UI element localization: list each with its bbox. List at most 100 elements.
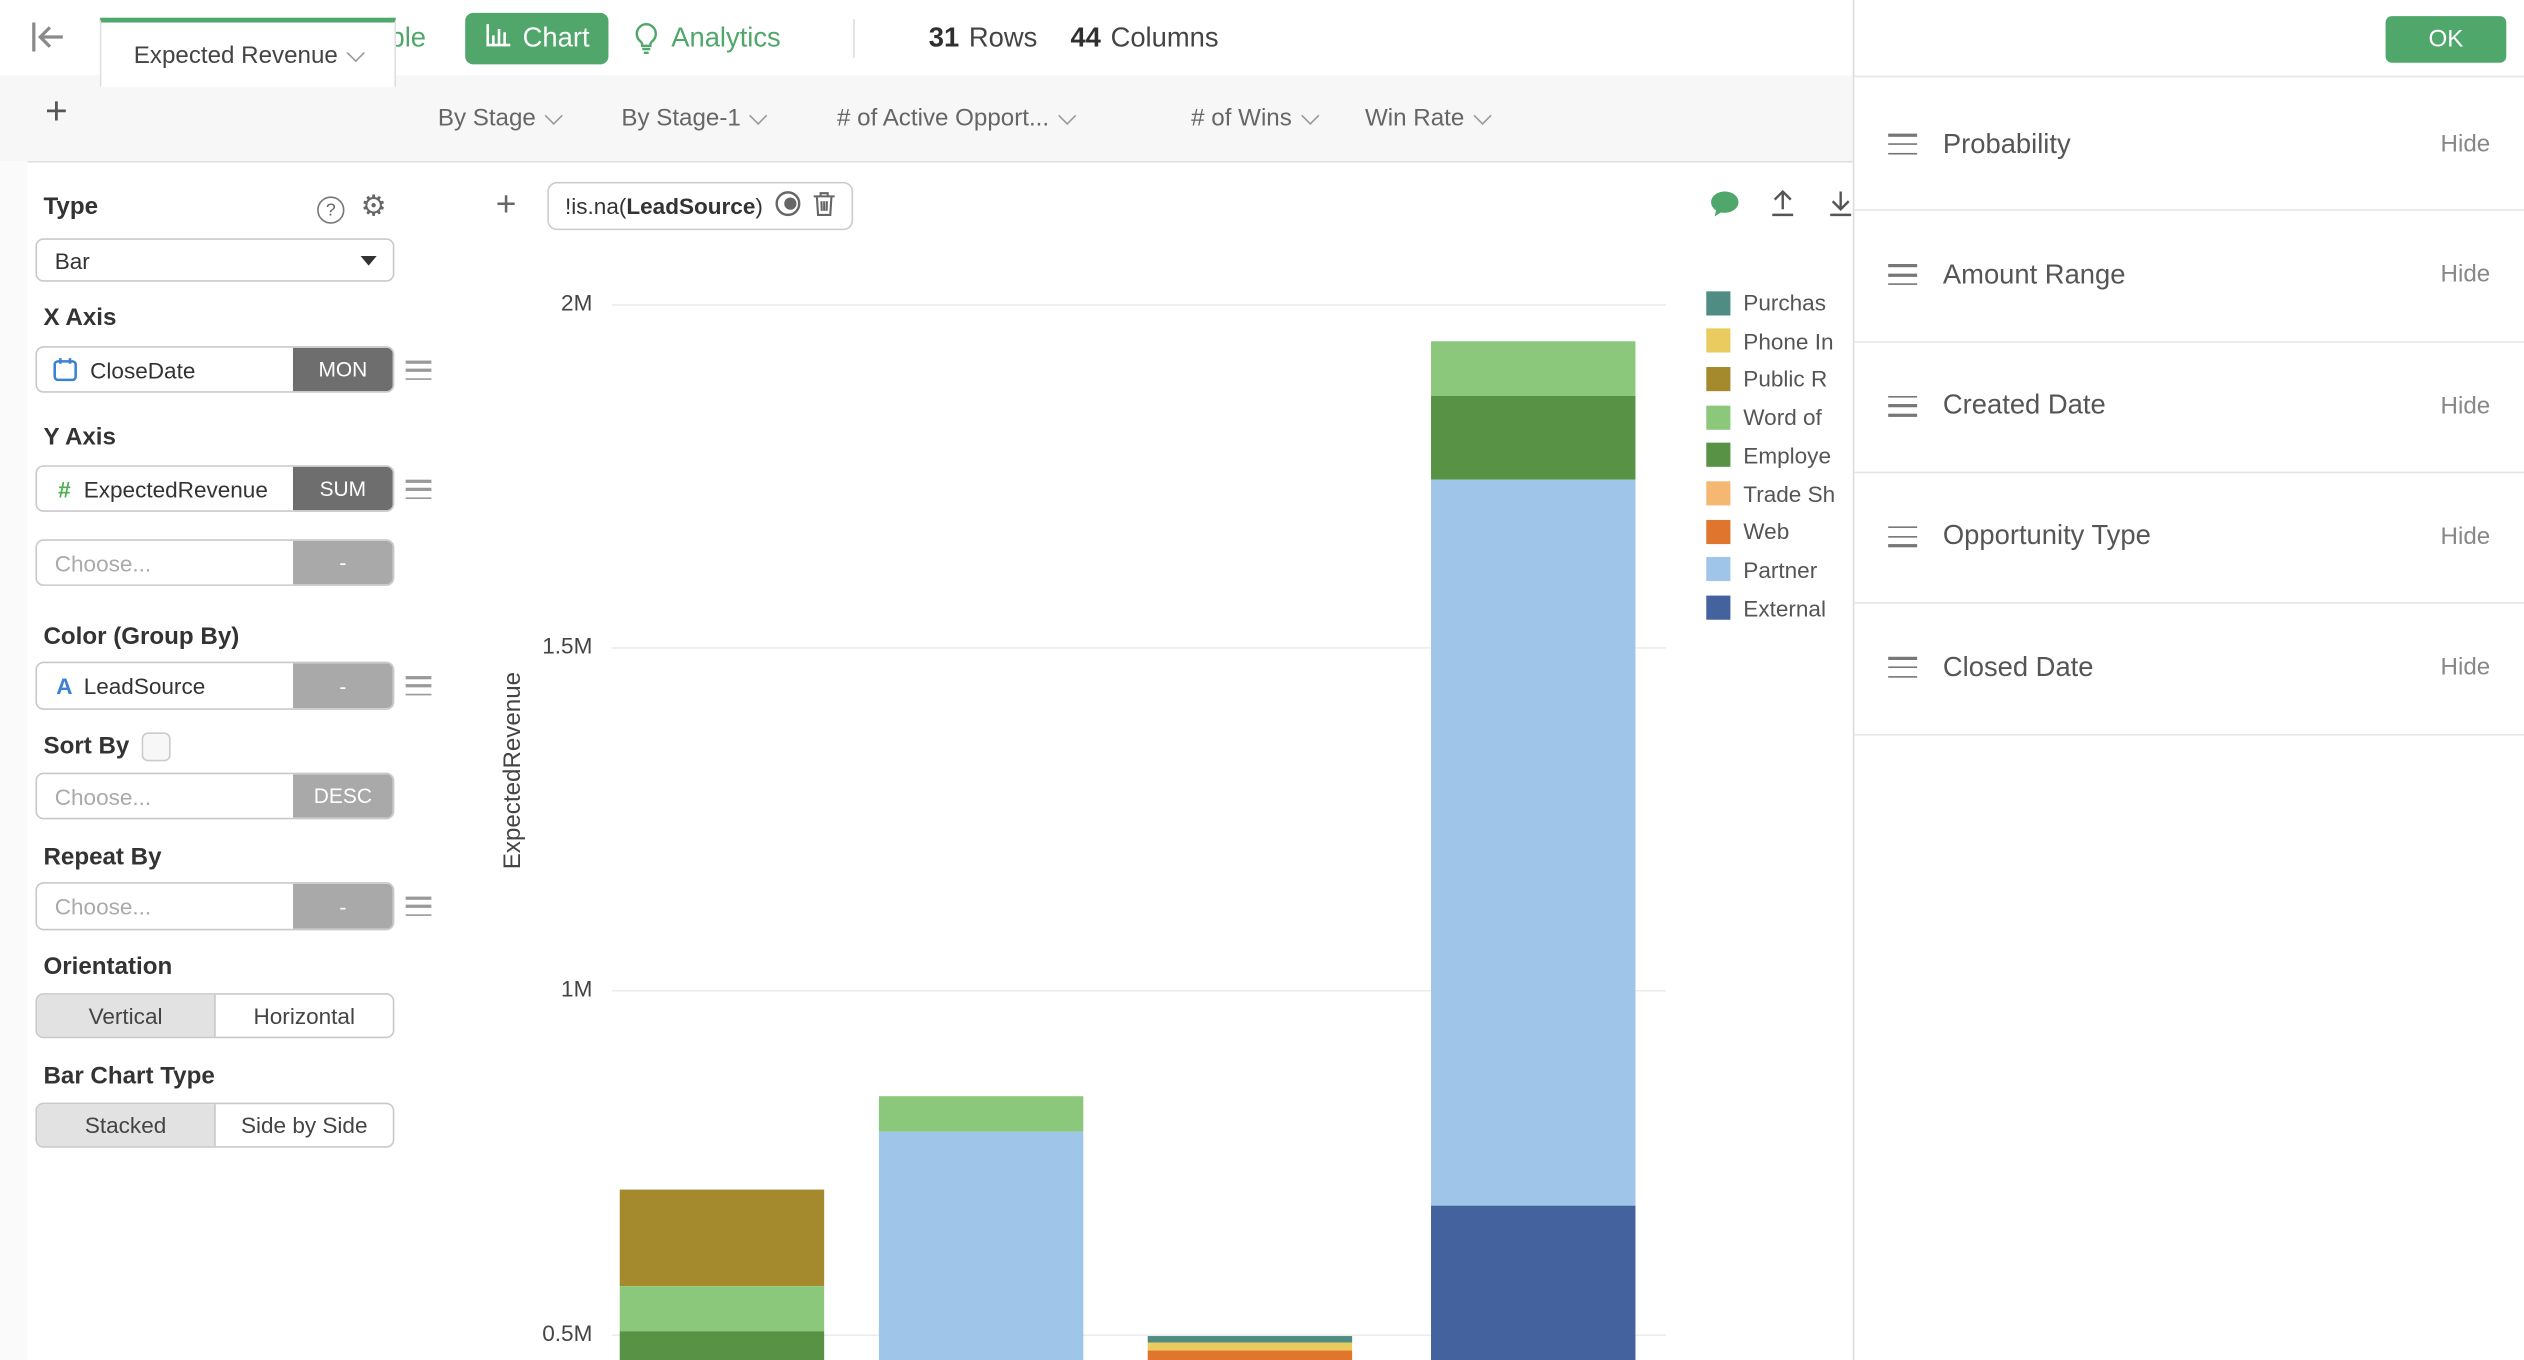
legend-label: Partner: [1743, 557, 1854, 583]
orientation-vertical-option[interactable]: Vertical: [37, 995, 216, 1037]
legend-item[interactable]: Phone In: [1706, 328, 1854, 354]
hide-button[interactable]: Hide: [2441, 261, 2491, 288]
chevron-down-icon: [1473, 107, 1491, 125]
legend-item[interactable]: Purchas: [1706, 290, 1854, 316]
back-button[interactable]: [31, 21, 66, 61]
drag-handle-icon[interactable]: [1888, 264, 1917, 285]
ok-button[interactable]: OK: [2386, 16, 2507, 63]
legend-label: Employe: [1743, 442, 1854, 468]
columns-panel: OK ProbabilityHideAmount RangeHideCreate…: [1853, 0, 2524, 1360]
legend-swatch: [1706, 329, 1730, 353]
legend-item[interactable]: Word of: [1706, 404, 1854, 430]
legend-item[interactable]: Employe: [1706, 442, 1854, 468]
legend-item[interactable]: Web: [1706, 519, 1854, 545]
bar-chart-type-heading: Bar Chart Type: [43, 1062, 214, 1089]
y-axis-title: ExpectedRevenue: [499, 672, 526, 869]
gridline: [612, 304, 1666, 306]
color-aggregation-badge[interactable]: -: [293, 663, 393, 708]
x-axis-field[interactable]: CloseDate MON: [35, 346, 394, 393]
y-axis-drag-handle-icon[interactable]: [406, 480, 432, 499]
y-axis-secondary-aggregation-badge[interactable]: -: [293, 541, 393, 584]
analytics-label: Analytics: [671, 22, 781, 54]
row-count-label: Rows: [969, 22, 1037, 54]
panel-divider: [1854, 733, 2524, 735]
repeat-by-field[interactable]: Choose... -: [35, 882, 394, 930]
bar-segment-purchas: [1148, 1336, 1352, 1342]
legend-swatch: [1706, 405, 1730, 429]
legend-label: Purchas: [1743, 290, 1854, 316]
legend-swatch: [1706, 367, 1730, 391]
bar-segment-phone-in: [1148, 1342, 1352, 1350]
panel-row-opportunity-type[interactable]: Opportunity TypeHide: [1854, 471, 2524, 601]
y-axis-aggregation-badge[interactable]: SUM: [293, 467, 393, 510]
chart-label: Chart: [523, 23, 590, 55]
bar-type-side-by-side-option[interactable]: Side by Side: [216, 1104, 393, 1146]
repeat-drag-handle-icon[interactable]: [406, 897, 432, 916]
legend-swatch: [1706, 481, 1730, 505]
hide-button[interactable]: Hide: [2441, 392, 2491, 419]
legend-item[interactable]: Trade Sh: [1706, 480, 1854, 506]
panel-row-probability[interactable]: ProbabilityHide: [1854, 79, 2524, 209]
download-icon[interactable]: [1827, 188, 1854, 227]
sort-by-checkbox[interactable]: [142, 732, 171, 761]
gridline: [612, 1334, 1666, 1336]
x-axis-drag-handle-icon[interactable]: [406, 361, 432, 380]
chart-view-button[interactable]: Chart: [465, 13, 608, 65]
panel-row-label: Probability: [1943, 128, 2441, 160]
panel-row-created-date[interactable]: Created DateHide: [1854, 341, 2524, 471]
y-axis-tick-label: 1M: [518, 976, 592, 1002]
y-axis-secondary-field[interactable]: Choose... -: [35, 539, 394, 586]
filter-chip[interactable]: !is.na(LeadSource): [547, 182, 853, 230]
gear-icon[interactable]: ⚙: [361, 192, 387, 221]
drag-handle-icon[interactable]: [1888, 526, 1917, 547]
panel-row-label: Closed Date: [1943, 651, 2441, 683]
tab-expected-revenue[interactable]: Expected Revenue: [100, 18, 396, 87]
comment-icon[interactable]: [1709, 190, 1740, 227]
sort-direction-badge[interactable]: DESC: [293, 774, 393, 817]
legend-label: Word of: [1743, 404, 1854, 430]
hide-button[interactable]: Hide: [2441, 130, 2491, 157]
panel-row-closed-date[interactable]: Closed DateHide: [1854, 602, 2524, 732]
tab-win-rate[interactable]: Win Rate: [1365, 76, 1488, 161]
calendar-icon: [52, 357, 78, 383]
drag-handle-icon[interactable]: [1888, 395, 1917, 416]
repeat-aggregation-badge[interactable]: -: [293, 884, 393, 929]
tab-by-stage[interactable]: By Stage: [438, 76, 560, 161]
hide-button[interactable]: Hide: [2441, 654, 2491, 681]
drag-handle-icon[interactable]: [1888, 657, 1917, 678]
legend-item[interactable]: Partner: [1706, 557, 1854, 583]
trash-icon[interactable]: [813, 190, 836, 222]
help-icon[interactable]: ?: [317, 196, 344, 223]
eye-icon[interactable]: [774, 190, 801, 222]
gridline: [612, 647, 1666, 649]
y-axis-value: ExpectedRevenue: [84, 476, 268, 502]
color-drag-handle-icon[interactable]: [406, 676, 432, 695]
analytics-view-button[interactable]: Analytics: [634, 0, 781, 76]
sort-by-field[interactable]: Choose... DESC: [35, 773, 394, 820]
legend-label: Web: [1743, 519, 1854, 545]
chart-type-select[interactable]: Bar: [35, 238, 394, 281]
bar-type-stacked-option[interactable]: Stacked: [37, 1104, 216, 1146]
sidebar-gutter: [0, 161, 27, 1360]
x-axis-aggregation-badge[interactable]: MON: [293, 348, 393, 391]
repeat-by-heading: Repeat By: [43, 843, 161, 870]
legend-label: External: [1743, 595, 1854, 621]
upload-icon[interactable]: [1769, 188, 1796, 227]
bar-segment-word-of: [620, 1286, 824, 1331]
tab-num-wins[interactable]: # of Wins: [1191, 76, 1316, 161]
tab-active-opportunities[interactable]: # of Active Opport...: [837, 76, 1073, 161]
gridline: [612, 990, 1666, 992]
add-filter-button[interactable]: +: [496, 184, 517, 226]
hide-button[interactable]: Hide: [2441, 523, 2491, 550]
column-count-label: Columns: [1111, 22, 1219, 54]
legend-item[interactable]: External: [1706, 595, 1854, 621]
legend-item[interactable]: Public R: [1706, 366, 1854, 392]
drag-handle-icon[interactable]: [1888, 134, 1917, 155]
orientation-horizontal-option[interactable]: Horizontal: [216, 995, 393, 1037]
tab-by-stage-1[interactable]: By Stage-1: [621, 76, 765, 161]
sort-by-placeholder: Choose...: [55, 783, 151, 809]
color-group-by-field[interactable]: A LeadSource -: [35, 662, 394, 710]
y-axis-field[interactable]: # ExpectedRevenue SUM: [35, 465, 394, 512]
add-tab-button[interactable]: +: [45, 90, 68, 135]
panel-row-amount-range[interactable]: Amount RangeHide: [1854, 210, 2524, 340]
